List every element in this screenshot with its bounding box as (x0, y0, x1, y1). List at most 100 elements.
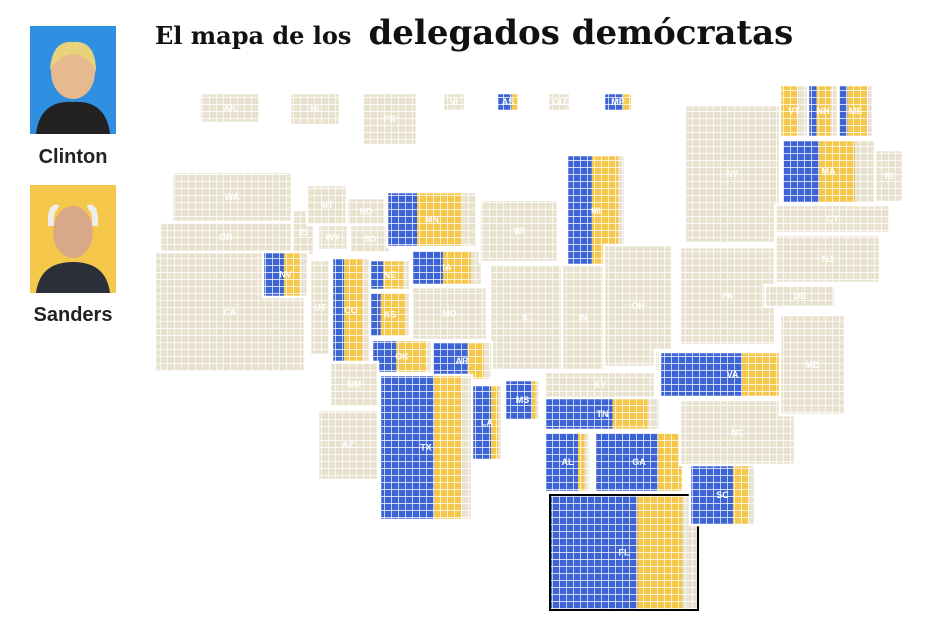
state-outline (261, 250, 310, 299)
state-outline (773, 233, 882, 285)
cell-grid (200, 93, 260, 123)
cell-grid (775, 205, 890, 233)
state-outline (360, 91, 419, 147)
state: AR (430, 340, 494, 382)
cell-grid (370, 292, 410, 337)
state: DE (763, 283, 837, 309)
state-label: VT (788, 106, 800, 116)
state-outline (385, 190, 479, 249)
state-outline (836, 83, 875, 139)
cell-grid (604, 245, 672, 367)
cell-grid (318, 410, 378, 480)
state-outline (198, 91, 262, 125)
state-outline (773, 203, 892, 235)
state: TN (543, 396, 662, 432)
cell-grid (562, 265, 604, 370)
state-label: MD (806, 360, 820, 370)
state-outline (602, 243, 674, 369)
state-label: TX (420, 443, 432, 453)
state: IL (488, 263, 564, 372)
cell-grid (497, 93, 519, 111)
state-outline (308, 258, 332, 357)
cell-grid (380, 375, 472, 520)
state: WA (170, 170, 294, 224)
cell-grid (472, 385, 502, 460)
state: WI (478, 198, 560, 264)
state-label: MT (321, 200, 334, 210)
state: MO (410, 285, 489, 342)
state-outline (688, 463, 757, 527)
state-label: MO (442, 309, 457, 319)
state-label: ME (849, 106, 863, 116)
state: CT (773, 203, 892, 235)
state-label: VI (450, 97, 459, 107)
title-emphasis: delegados demócratas (369, 13, 794, 53)
state-label: LA (481, 418, 493, 428)
state-outline (316, 408, 380, 482)
cell-grid (838, 85, 873, 137)
cell-grid (347, 198, 385, 225)
state: OR (158, 220, 294, 254)
state: MN (385, 190, 479, 249)
clinton-photo (30, 26, 116, 134)
cell-grid (765, 285, 835, 307)
state-label: AK (224, 103, 237, 113)
state-label: GA (632, 457, 646, 467)
state: IA (410, 248, 484, 287)
state-label: CO (344, 306, 358, 316)
cell-grid (782, 140, 875, 203)
state-outline (763, 283, 837, 309)
state-label: MN (425, 215, 439, 225)
state-label: NM (347, 380, 361, 390)
cell-grid (332, 258, 370, 363)
state-label: ID (299, 228, 309, 238)
cell-grid (372, 340, 432, 373)
state-outline (441, 91, 467, 113)
state-outline (503, 378, 542, 422)
state-outline (328, 360, 380, 409)
state-label: MI (591, 206, 601, 216)
cell-grid (595, 432, 683, 492)
state-outline (470, 383, 504, 462)
state-label: AL (562, 457, 574, 467)
state-label: NE (384, 270, 397, 280)
state: MS (503, 378, 542, 422)
state-label: SC (716, 490, 729, 500)
state-label: OK (395, 352, 409, 362)
state-label: MA (822, 167, 836, 177)
state-outline (410, 285, 489, 342)
state: GA (593, 430, 685, 494)
state-outline (478, 198, 560, 264)
state-label: VA (727, 370, 739, 380)
cell-grid (680, 400, 795, 465)
state: OK (370, 338, 434, 375)
title: El mapa de los delegados demócratas (155, 13, 793, 53)
state-label: SD (364, 234, 377, 244)
state-outline (368, 290, 412, 339)
state: TX (378, 373, 474, 522)
state-label: MS (516, 395, 530, 405)
title-prefix: El mapa de los (155, 21, 351, 50)
state-label: WA (225, 192, 240, 202)
state-label: MP (611, 97, 625, 107)
cell-grid (604, 93, 632, 111)
state-label: NH (817, 106, 830, 116)
state: PR (360, 91, 419, 147)
cell-grid (780, 85, 808, 137)
state-outline (778, 313, 847, 417)
state: AK (198, 91, 262, 125)
state-label: AR (456, 356, 469, 366)
state-label: IL (522, 313, 531, 323)
cell-grid (412, 250, 482, 285)
state: NV (261, 250, 310, 299)
state-label: RI (885, 171, 894, 181)
state-outline (546, 91, 572, 113)
cell-grid (505, 380, 540, 420)
cell-grid (362, 93, 417, 145)
state: SD (348, 223, 392, 255)
state-outline (368, 258, 412, 292)
state: VI (441, 91, 467, 113)
state: MP (602, 91, 634, 113)
state: NJ (773, 233, 882, 285)
state: ME (836, 83, 875, 139)
